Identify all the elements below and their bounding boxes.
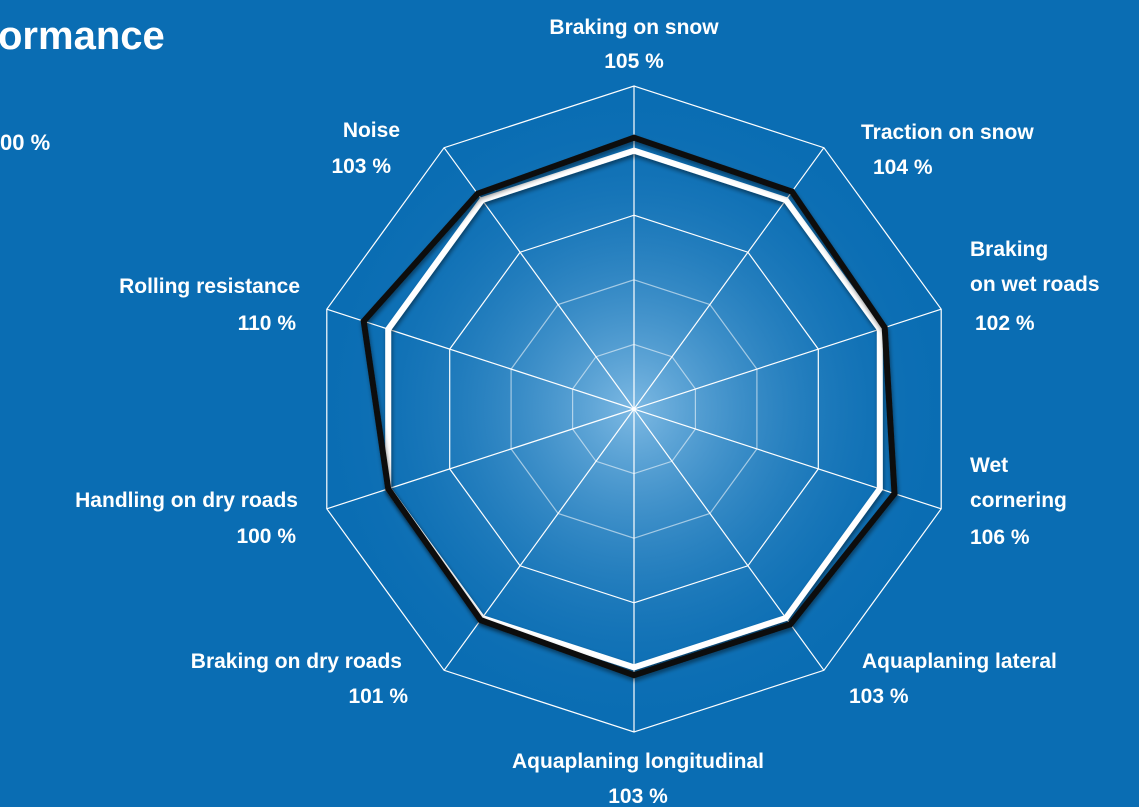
- axis-value-noise: 103 %: [331, 155, 391, 178]
- spoke-noise: [443, 147, 635, 410]
- chart-title: ormance: [0, 14, 165, 58]
- axis-label-braking-on-snow: Braking on snow: [549, 16, 719, 39]
- axis-value-wet-cornering: 106 %: [970, 526, 1030, 549]
- axis-label-wet-cornering-line1: Wet: [970, 454, 1008, 477]
- axis-label-aquaplaning-lateral: Aquaplaning lateral: [862, 650, 1057, 673]
- axis-value-braking-on-wet-roads: 102 %: [975, 312, 1035, 335]
- axis-label-braking-on-dry-roads: Braking on dry roads: [191, 650, 402, 673]
- baseline-percent-label: 00 %: [0, 130, 51, 155]
- radar-series: [360, 134, 898, 679]
- spoke-handling-on-dry-roads: [326, 408, 635, 510]
- axis-label-rolling-resistance: Rolling resistance: [119, 275, 300, 298]
- series-reference: [385, 147, 883, 671]
- axis-label-wet-cornering-line2: cornering: [970, 489, 1067, 512]
- axis-value-rolling-resistance: 110 %: [238, 312, 297, 335]
- spoke-braking-on-dry-roads: [443, 408, 635, 671]
- axis-value-aquaplaning-lateral: 103 %: [849, 685, 909, 708]
- axis-label-braking-on-wet-roads-line2: on wet roads: [970, 273, 1100, 296]
- axis-value-handling-on-dry-roads: 100 %: [236, 525, 296, 548]
- spoke-braking-on-wet-roads: [633, 308, 942, 410]
- axis-value-braking-on-snow: 105 %: [604, 50, 664, 73]
- spoke-rolling-resistance: [326, 308, 635, 410]
- axis-value-traction-on-snow: 104 %: [873, 156, 933, 179]
- axis-label-noise: Noise: [343, 119, 400, 142]
- spoke-wet-cornering: [633, 408, 942, 510]
- axis-label-aquaplaning-longitudinal: Aquaplaning longitudinal: [512, 750, 764, 773]
- axis-label-traction-on-snow: Traction on snow: [861, 121, 1034, 144]
- axis-label-braking-on-wet-roads-line1: Braking: [970, 238, 1048, 261]
- axis-value-braking-on-dry-roads: 101 %: [348, 685, 408, 708]
- series-tyre: [360, 134, 898, 679]
- radar-axis-labels: Braking on snow 105 % Traction on snow 1…: [75, 16, 1099, 807]
- axis-value-aquaplaning-longitudinal: 103 %: [608, 785, 668, 807]
- axis-label-handling-on-dry-roads: Handling on dry roads: [75, 489, 298, 512]
